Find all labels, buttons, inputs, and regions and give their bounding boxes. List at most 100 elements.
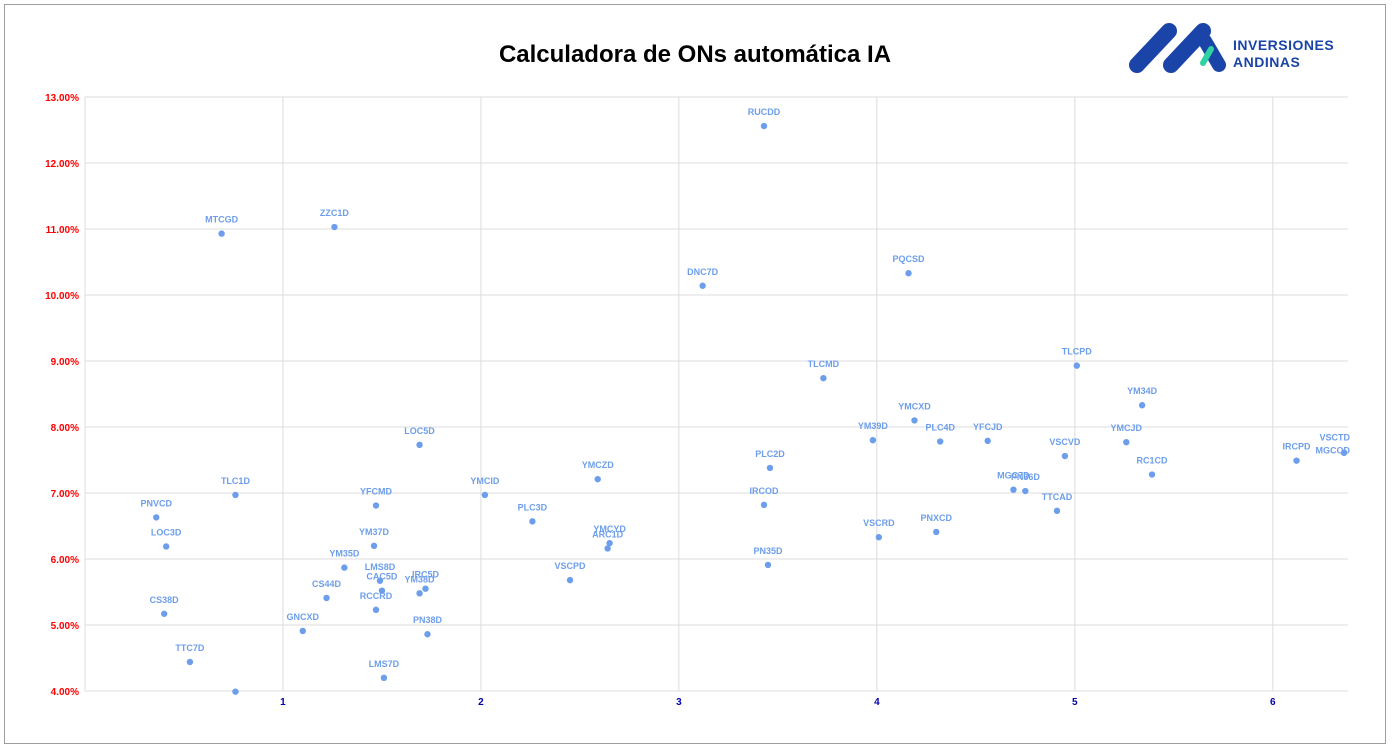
point-label: YMCXD	[898, 401, 931, 411]
data-point	[905, 270, 912, 277]
data-points	[153, 122, 1348, 695]
point-label: PNXCD	[920, 513, 952, 523]
point-label: TLCMD	[808, 359, 840, 369]
point-label: IRCOD	[750, 486, 780, 496]
point-label: PLC4D	[925, 423, 955, 433]
brand-line-1: INVERSIONES	[1233, 37, 1334, 53]
y-tick-label: 9.00%	[51, 357, 79, 368]
brand-line-2: ANDINAS	[1233, 54, 1300, 70]
x-axis-ticks: 1 2 3 4 5 6	[280, 697, 1276, 708]
data-point	[766, 464, 774, 472]
data-point	[1293, 457, 1300, 464]
point-label: YFCMD	[360, 487, 392, 497]
point-label: VSCVD	[1049, 437, 1081, 447]
data-point	[424, 631, 431, 638]
x-tick-label: 5	[1072, 697, 1078, 708]
data-point	[529, 518, 536, 525]
data-point	[218, 230, 225, 237]
data-point	[232, 491, 239, 499]
data-point	[422, 585, 429, 592]
point-label: YM35D	[329, 549, 360, 559]
data-point	[372, 606, 380, 614]
data-point	[378, 587, 386, 594]
point-label: TLC1D	[221, 476, 251, 486]
point-label: YM34D	[1127, 386, 1158, 396]
point-label: PN36D	[1011, 472, 1041, 482]
point-label: PLC2D	[755, 449, 785, 459]
point-label: ARC1D	[592, 529, 624, 539]
data-point	[875, 534, 883, 541]
point-label: YMCJD	[1111, 423, 1143, 433]
data-point	[1138, 402, 1146, 409]
point-label: RCCRD	[360, 591, 393, 601]
point-label: PN35D	[753, 546, 783, 556]
point-label: CAC5D	[366, 572, 398, 582]
point-label: YM39D	[858, 421, 889, 431]
y-tick-label: 5.00%	[51, 621, 79, 632]
data-point	[481, 491, 489, 499]
point-label: MTCGD	[205, 215, 238, 225]
data-point	[699, 282, 706, 289]
data-point	[186, 658, 194, 666]
data-point	[370, 542, 378, 549]
y-tick-label: 7.00%	[51, 489, 79, 500]
point-label: DNC7D	[687, 267, 719, 277]
point-label: TTCAD	[1042, 492, 1073, 502]
point-label: RC1CD	[1137, 456, 1169, 466]
point-label: LOC3D	[151, 527, 182, 537]
point-label: TTC7D	[175, 643, 205, 653]
data-point	[760, 122, 768, 130]
point-label: PQCSD	[893, 254, 926, 264]
data-point	[764, 561, 772, 569]
data-point	[933, 528, 940, 536]
point-label: YM37D	[359, 527, 390, 537]
data-point	[1073, 362, 1080, 369]
point-label: YMCZD	[582, 460, 614, 470]
x-tick-label: 1	[280, 697, 286, 708]
point-label: LMS7D	[369, 659, 400, 669]
point-label: YFCJD	[973, 422, 1003, 432]
data-point	[606, 539, 613, 547]
data-point	[331, 223, 338, 231]
point-label: GNCXD	[287, 612, 320, 622]
data-point	[299, 627, 306, 635]
scatter-chart: 4.00% 5.00% 6.00% 7.00% 8.00% 9.00% 10.00% 11.0…	[45, 23, 1350, 708]
data-point	[1010, 486, 1017, 493]
data-point	[1340, 449, 1348, 456]
point-label: CS44D	[312, 579, 342, 589]
y-tick-label: 13.00%	[45, 93, 79, 104]
y-tick-label: 8.00%	[51, 423, 79, 434]
point-label: LOC5D	[404, 426, 435, 436]
data-point	[760, 501, 768, 509]
data-point	[232, 688, 239, 695]
point-label: PNVCD	[141, 498, 173, 508]
data-point	[376, 577, 384, 584]
y-tick-label: 10.00%	[45, 291, 79, 302]
data-point	[936, 438, 944, 445]
x-tick-label: 2	[478, 697, 484, 708]
data-point	[1148, 471, 1156, 478]
x-tick-label: 6	[1270, 697, 1276, 708]
chart-frame: 4.00% 5.00% 6.00% 7.00% 8.00% 9.00% 10.00% 11.0…	[4, 4, 1386, 744]
point-label: YMCYD	[593, 524, 626, 534]
data-point	[380, 674, 388, 681]
data-point	[162, 543, 170, 550]
data-point	[820, 374, 827, 382]
point-label: VSCPD	[555, 561, 587, 571]
data-point	[911, 417, 918, 424]
grid	[84, 96, 1348, 692]
point-label: MGC7D	[997, 471, 1030, 481]
data-point	[416, 590, 423, 597]
brand-logo: INVERSIONES ANDINAS	[1129, 23, 1334, 73]
inversiones-andinas-logo-icon	[1129, 23, 1226, 73]
data-point	[153, 514, 160, 521]
x-tick-label: 4	[874, 697, 880, 708]
data-point	[323, 594, 330, 602]
data-point	[1061, 452, 1069, 460]
point-label: VSCTD	[1319, 433, 1350, 443]
data-point	[1123, 438, 1130, 446]
data-point	[604, 545, 611, 552]
x-tick-label: 3	[676, 697, 682, 708]
data-point	[341, 564, 348, 571]
point-label: ZZC1D	[320, 208, 350, 218]
